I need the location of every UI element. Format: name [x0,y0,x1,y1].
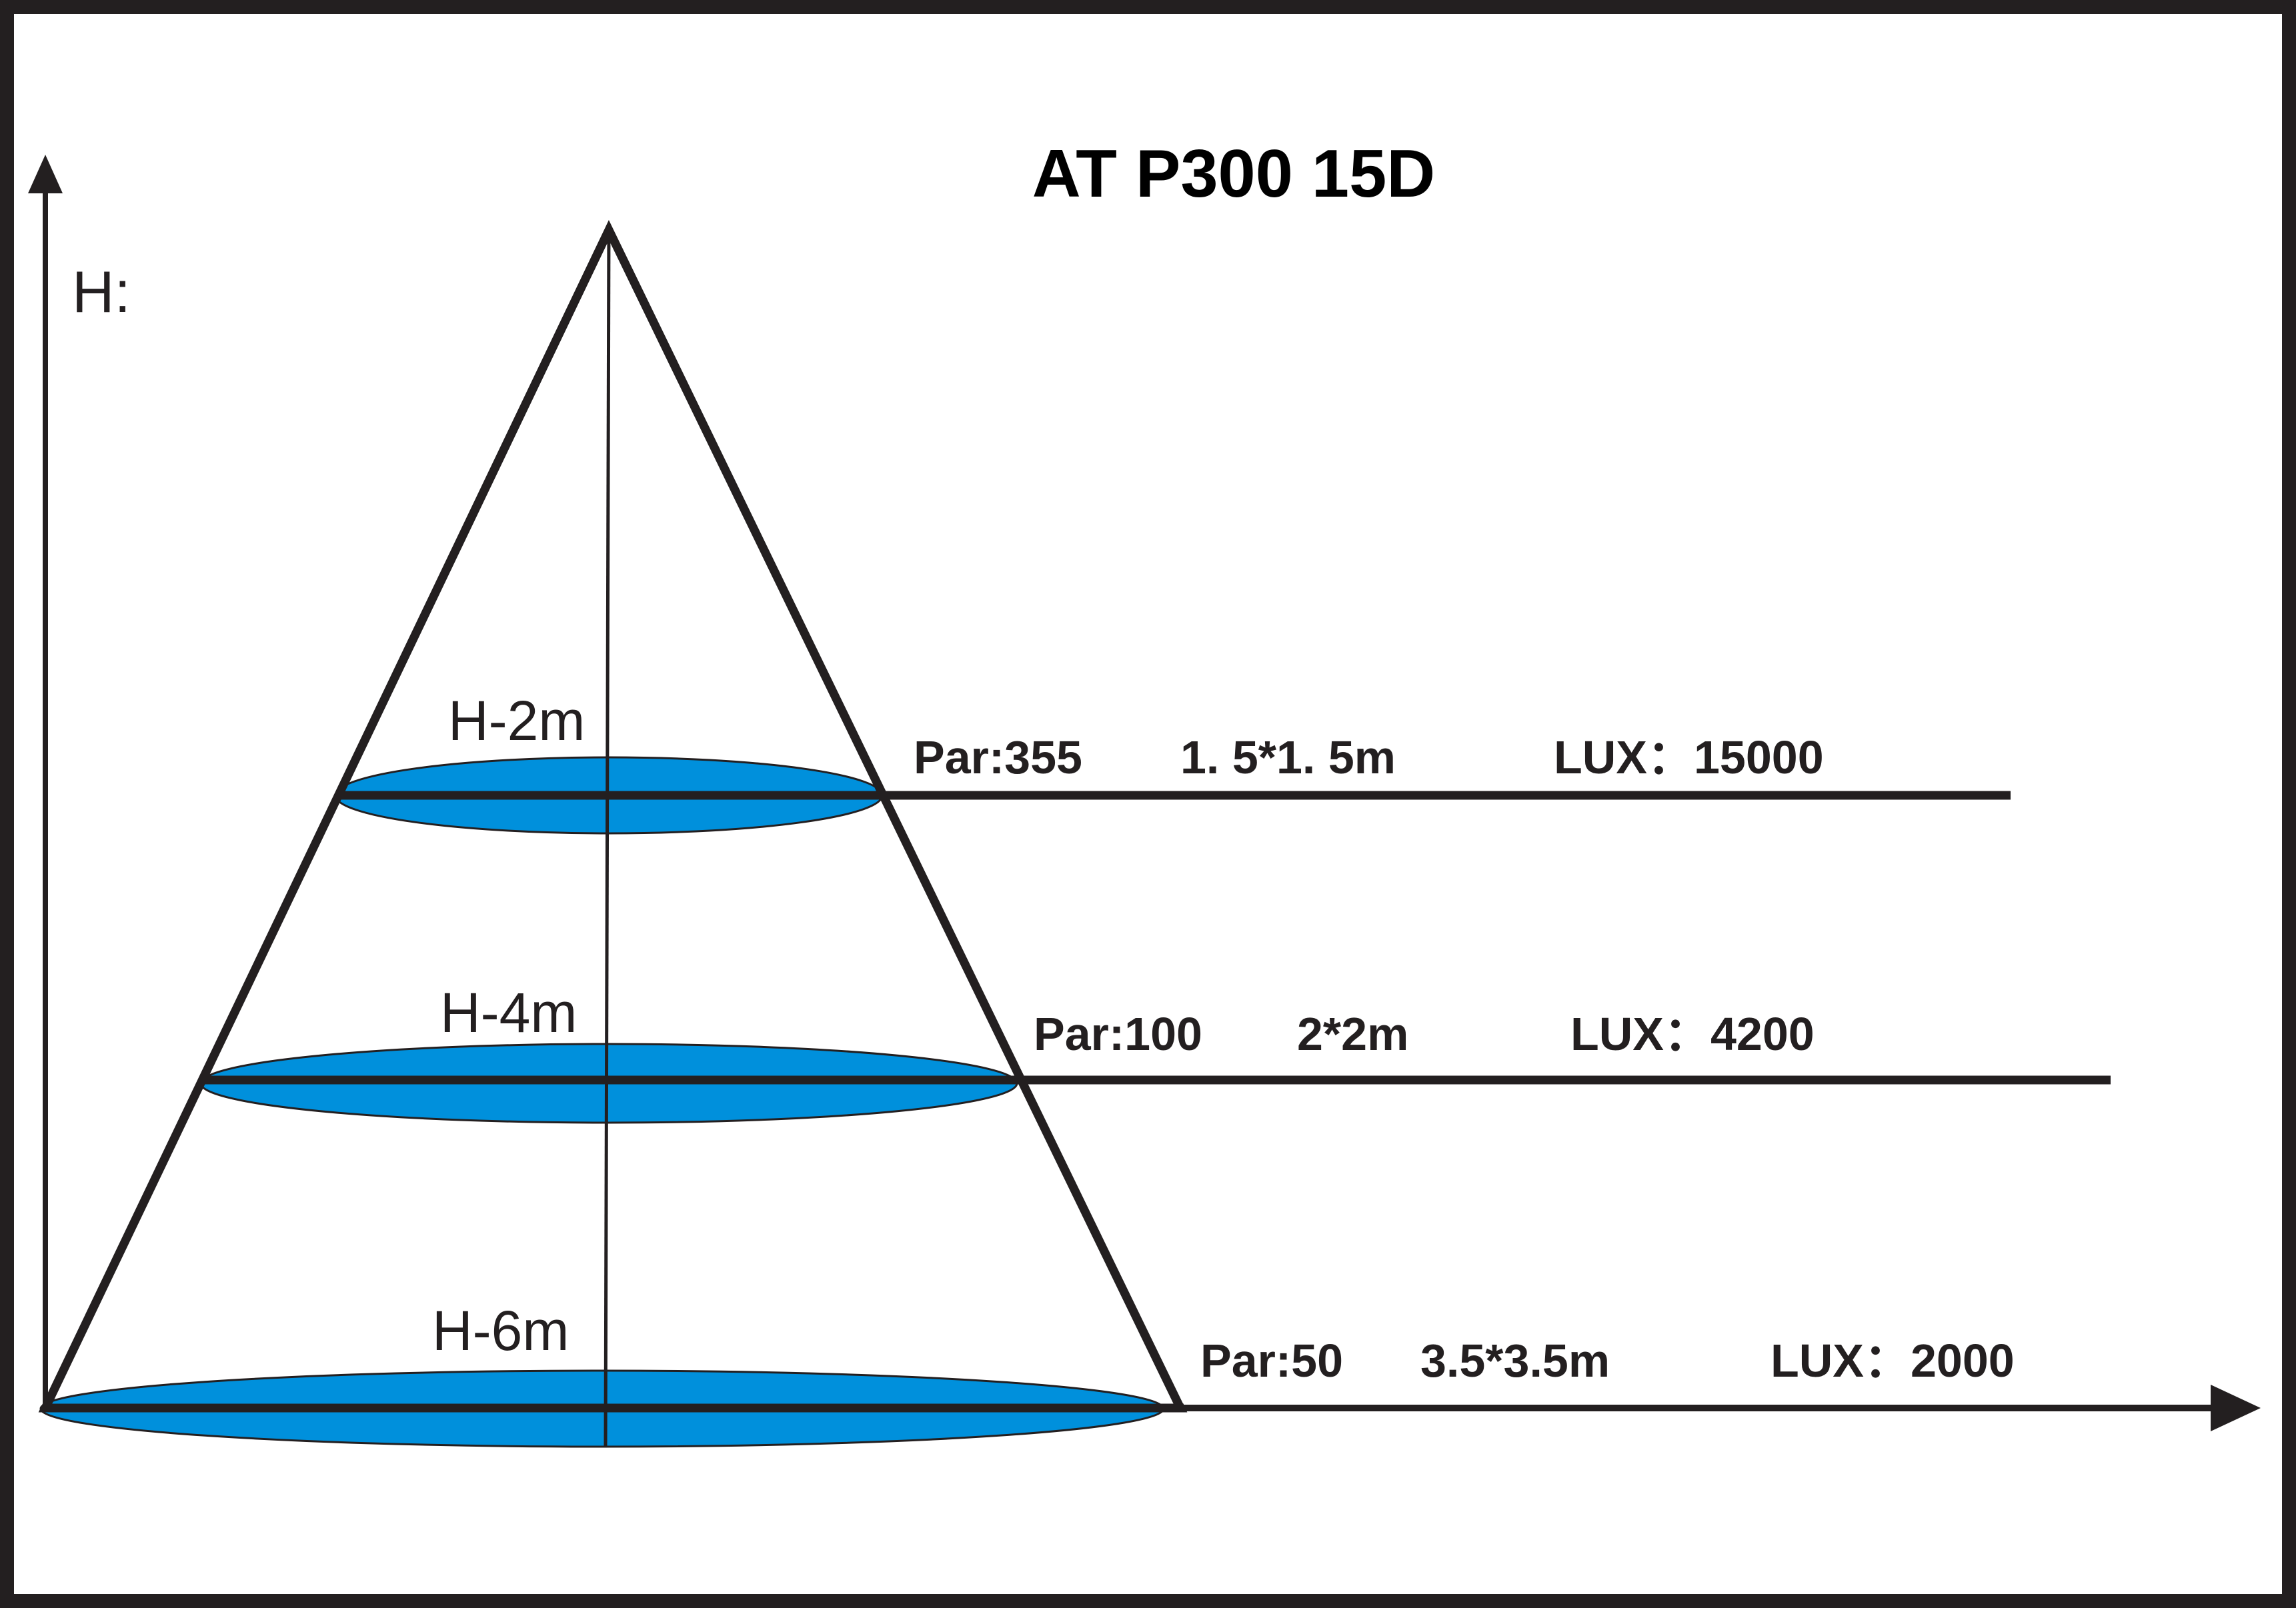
height-label-level-3: H-6m [432,1299,569,1362]
spot-size-level-3: 3.5*3.5m [1420,1335,1610,1387]
spot-size-level-2: 2*2m [1297,1008,1408,1060]
lux-value-level-1: LUX：15000 [1554,731,1824,783]
spot-size-level-1: 1. 5*1. 5m [1180,731,1396,783]
par-value-level-1: Par:355 [914,731,1082,783]
lux-value-level-2: LUX：4200 [1570,1008,1815,1060]
height-label-level-1: H-2m [448,689,585,752]
par-value-level-3: Par:50 [1200,1335,1343,1387]
height-axis-arrow-icon [28,155,63,193]
height-label-level-2: H-4m [440,981,577,1044]
lux-value-level-3: LUX：2000 [1771,1335,2015,1387]
diagram-title: AT P300 15D [1032,137,1435,211]
ground-axis-arrow-icon [2211,1385,2261,1431]
par-value-level-2: Par:100 [1034,1008,1202,1060]
height-axis-label: H: [72,259,131,325]
beam-center-line [604,229,611,1447]
